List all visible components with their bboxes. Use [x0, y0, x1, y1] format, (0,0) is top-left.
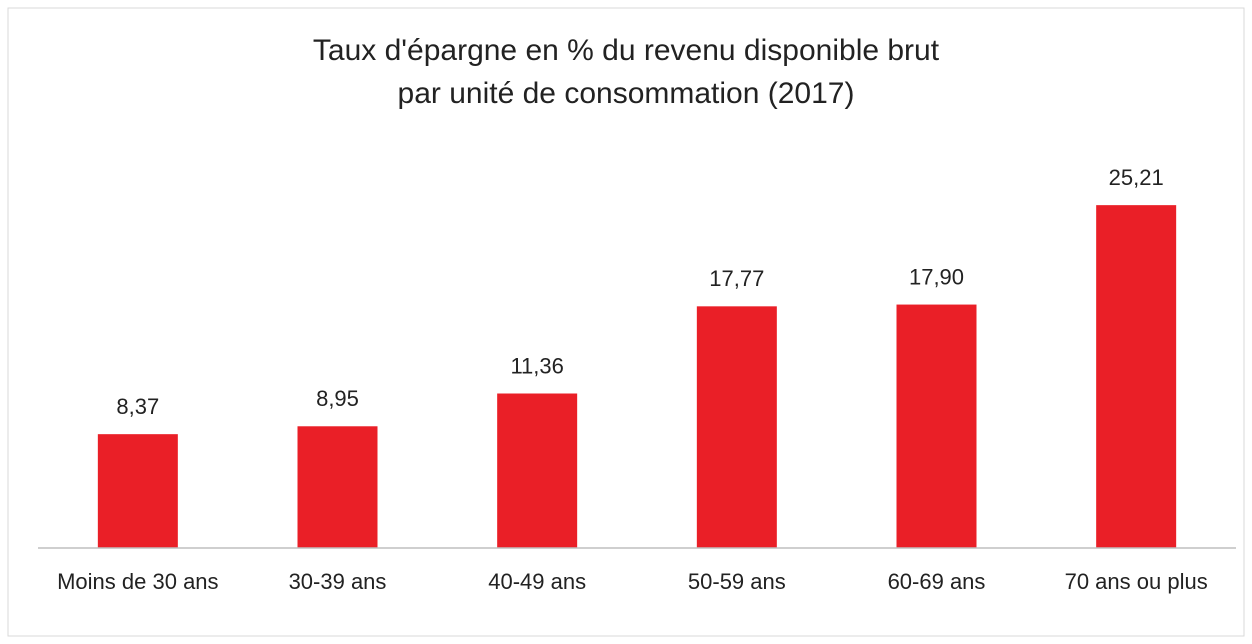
x-tick-label: 30-39 ans — [288, 569, 387, 594]
x-tick-label: 50-59 ans — [687, 569, 786, 594]
bar — [896, 304, 977, 548]
data-label: 8,37 — [116, 394, 159, 419]
data-label: 25,21 — [1109, 165, 1164, 190]
data-label: 8,95 — [316, 386, 359, 411]
data-label: 11,36 — [510, 353, 563, 378]
bar — [297, 426, 378, 548]
bar — [497, 393, 578, 548]
x-tick-label: 40-49 ans — [488, 569, 587, 594]
x-tick-label: 70 ans ou plus — [1064, 569, 1208, 594]
x-tick-label: 60-69 ans — [887, 569, 986, 594]
bar — [696, 306, 777, 548]
chart-title: Taux d'épargne en % du revenu disponible… — [313, 34, 940, 67]
bar — [1096, 205, 1177, 549]
data-label: 17,77 — [709, 266, 764, 291]
bar — [97, 434, 178, 548]
chart-border — [7, 7, 1245, 637]
data-label: 17,90 — [909, 264, 964, 289]
chart-title: par unité de consommation (2017) — [398, 77, 855, 110]
x-tick-label: Moins de 30 ans — [57, 569, 219, 594]
